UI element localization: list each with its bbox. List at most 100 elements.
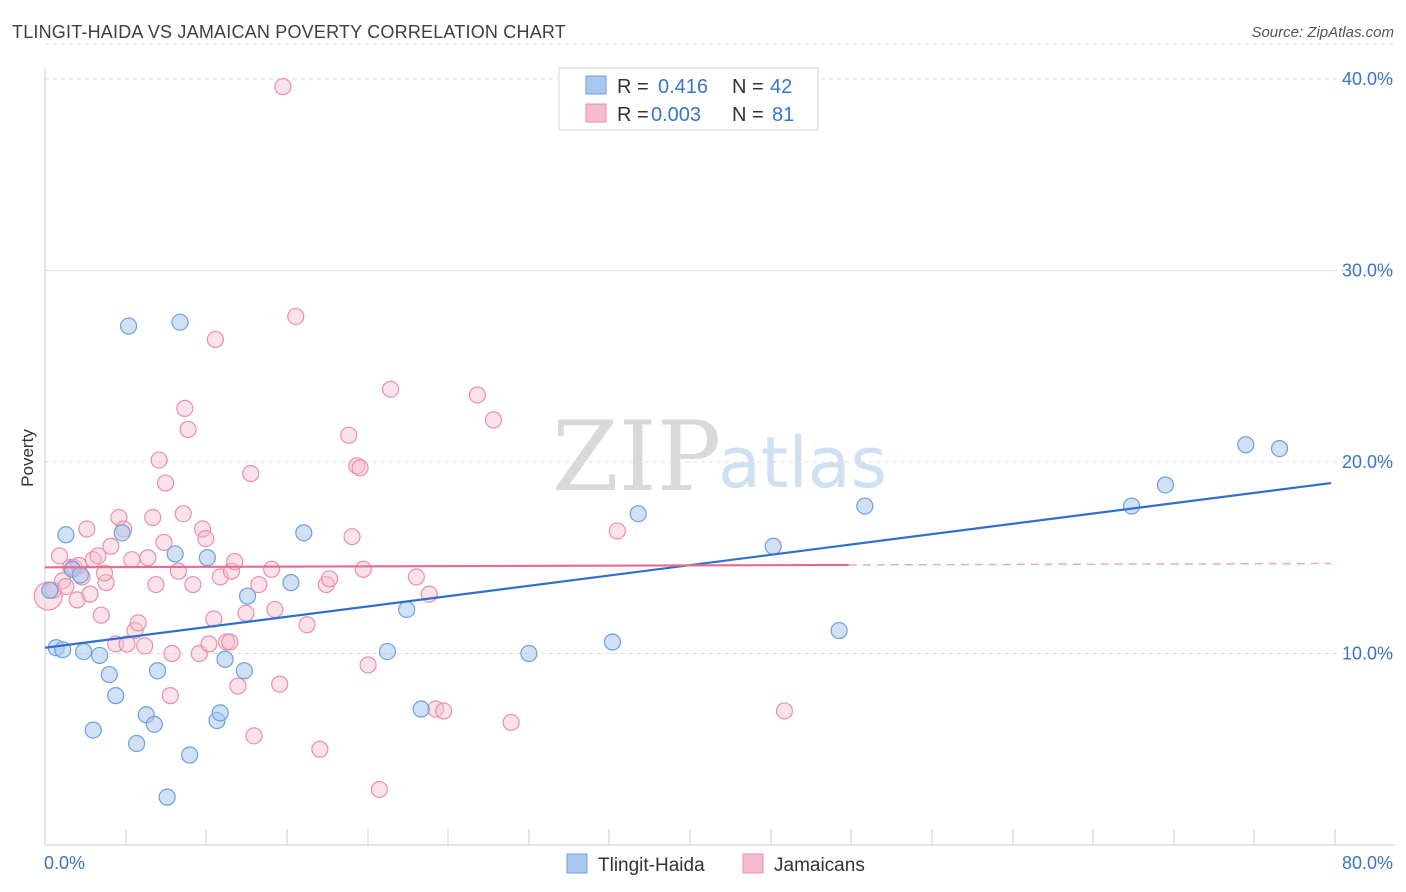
series-tlingit-haida-points	[41, 313, 1289, 806]
jamaicans-point	[370, 780, 388, 799]
tlingit-haida-point	[181, 746, 199, 764]
jamaicans-point	[147, 575, 165, 594]
watermark: ZIP atlas	[552, 401, 887, 513]
tlingit-haida-point	[856, 497, 874, 515]
jamaicans-point	[139, 549, 157, 567]
legend-n-label-2: N =	[732, 104, 764, 126]
jamaicans-point	[174, 505, 192, 523]
tlingit-haida-point	[113, 524, 131, 542]
series-legend: Tlingit-Haida Jamaicans	[566, 853, 865, 876]
jamaicans-point	[136, 637, 154, 655]
tlingit-haida-point	[57, 526, 75, 544]
jamaicans-point	[57, 577, 75, 596]
legend-r-value-2: 0.003	[651, 104, 701, 126]
jamaicans-point	[229, 677, 247, 695]
trendline-jamaicans	[44, 563, 849, 569]
jamaicans-point	[359, 656, 377, 674]
trendlines	[44, 481, 1332, 649]
y-tick-label: 20.0%	[1342, 452, 1393, 472]
tlingit-haida-point	[830, 621, 848, 640]
bottom-legend-swatch-tlingit-haida	[566, 853, 588, 874]
tlingit-haida-point	[1123, 497, 1141, 515]
tlingit-haida-point	[74, 642, 93, 661]
y-tick-label: 10.0%	[1342, 644, 1393, 664]
tlingit-haida-point	[100, 665, 118, 684]
jamaicans-point	[266, 600, 284, 619]
jamaicans-point	[298, 616, 316, 634]
jamaicans-point	[179, 420, 197, 439]
jamaicans-point	[250, 575, 268, 594]
jamaicans-point	[484, 411, 503, 429]
tlingit-haida-point	[295, 524, 313, 542]
jamaicans-point	[274, 78, 292, 96]
bottom-legend-swatch-jamaicans	[742, 853, 764, 874]
jamaicans-point	[320, 570, 339, 588]
axes	[44, 68, 1395, 846]
tlingit-haida-point	[1156, 476, 1175, 494]
series-jamaicans-points	[33, 78, 794, 799]
jamaicans-point	[155, 533, 173, 552]
jamaicans-point	[92, 606, 110, 624]
jamaicans-point	[150, 451, 168, 469]
tlingit-haida-point	[198, 549, 216, 567]
jamaicans-point	[226, 552, 244, 571]
jamaicans-point	[156, 474, 175, 492]
legend-n-label-1: N =	[732, 76, 764, 98]
jamaicans-point	[89, 547, 107, 565]
jamaicans-point	[221, 633, 239, 651]
tlingit-haida-point	[158, 788, 176, 806]
y-tick-labels: 10.0% 20.0% 30.0% 40.0%	[1342, 69, 1393, 664]
legend-swatch-jamaicans	[585, 103, 607, 123]
tlingit-haida-point	[41, 581, 59, 599]
jamaicans-point	[95, 564, 114, 582]
tlingit-haida-point	[91, 646, 109, 665]
legend-r-value-1: 0.416	[658, 76, 708, 98]
y-axis-label: Poverty	[18, 429, 37, 487]
legend-swatch-tlingit-haida	[585, 75, 607, 95]
y-tick-label: 40.0%	[1342, 69, 1393, 89]
jamaicans-point	[343, 528, 361, 546]
tlingit-haida-point	[119, 317, 138, 335]
tlingit-haida-point	[764, 537, 782, 555]
jamaicans-point	[169, 562, 188, 580]
x-tick-label-max: 80.0%	[1342, 853, 1393, 873]
jamaicans-point	[206, 330, 224, 349]
jamaicans-point	[197, 529, 215, 548]
jamaicans-point	[311, 740, 329, 758]
tlingit-haida-point	[629, 505, 647, 523]
jamaicans-point	[78, 520, 96, 538]
x-axis-ticks	[125, 829, 1336, 845]
jamaicans-point	[340, 426, 358, 444]
legend-n-value-1: 42	[770, 76, 792, 98]
jamaicans-point	[263, 560, 281, 578]
jamaicans-point	[271, 675, 289, 693]
tlingit-haida-point	[603, 633, 622, 651]
jamaicans-point	[161, 687, 179, 705]
jamaicans-point	[163, 644, 181, 663]
watermark-atlas: atlas	[718, 422, 887, 504]
jamaicans-point	[287, 307, 305, 326]
tlingit-haida-point	[71, 566, 89, 584]
jamaicans-point	[102, 537, 120, 555]
tlingit-haida-point	[148, 662, 167, 680]
tlingit-haida-point	[166, 545, 184, 563]
jamaicans-point	[81, 585, 99, 603]
tlingit-haida-point	[520, 644, 538, 663]
tlingit-haida-point	[145, 715, 163, 733]
jamaicans-point	[129, 614, 147, 632]
jamaicans-point	[351, 459, 369, 477]
jamaicans-point	[184, 575, 202, 594]
tlingit-haida-point	[171, 313, 189, 331]
tlingit-haida-point	[211, 704, 229, 722]
tlingit-haida-point	[1237, 436, 1255, 454]
correlation-legend: R = 0.416 N = 42 R = 0.003 N = 81	[558, 67, 819, 131]
jamaicans-point	[193, 520, 212, 538]
tlingit-haida-point	[84, 721, 102, 739]
jamaicans-point	[435, 702, 453, 720]
jamaicans-point	[200, 635, 218, 653]
tlingit-haida-point	[216, 650, 234, 668]
source-attribution: Source: ZipAtlas.com	[1251, 24, 1394, 41]
tlingit-haida-point	[1270, 439, 1289, 458]
jamaicans-point	[176, 399, 194, 417]
jamaicans-point	[242, 464, 260, 483]
